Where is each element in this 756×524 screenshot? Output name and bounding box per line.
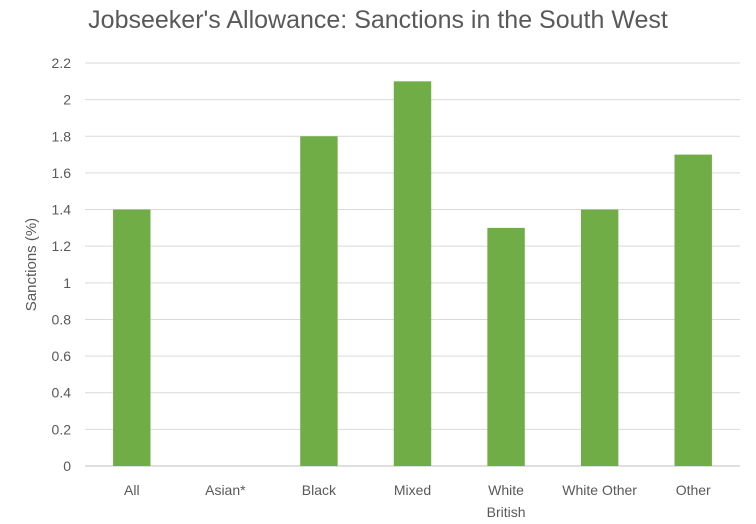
chart-title: Jobseeker's Allowance: Sanctions in the … <box>88 6 668 34</box>
bar <box>393 81 432 467</box>
bar <box>674 154 712 466</box>
x-tick-label: Other <box>676 482 711 498</box>
x-tick-label: Asian* <box>205 482 246 498</box>
y-tick-label: 1 <box>63 275 71 291</box>
bars <box>113 81 712 467</box>
y-tick-label: 2 <box>63 92 71 108</box>
x-tick-labels: All Asian* Black Mixed White British White Oth… <box>124 482 711 520</box>
x-tick-label: Black <box>302 482 337 498</box>
y-tick-label: 1.2 <box>52 238 72 254</box>
y-tick-labels: 0 0.2 0.4 0.6 0.8 1 1.2 1.4 1.6 1.8 2 2.2 <box>52 55 72 474</box>
y-tick-label: 0.4 <box>52 385 72 401</box>
bar <box>487 227 525 466</box>
bar <box>300 136 338 467</box>
y-tick-label: 2.2 <box>52 55 72 71</box>
y-tick-label: 1.4 <box>52 202 72 218</box>
y-tick-label: 1.8 <box>52 128 72 144</box>
bar <box>580 209 619 466</box>
y-tick-label: 0.8 <box>52 311 72 327</box>
y-tick-label: 0 <box>63 458 71 474</box>
y-axis-title: Sanctions (%) <box>23 218 40 311</box>
x-tick-label: All <box>124 482 140 498</box>
bar <box>113 209 151 466</box>
x-tick-label: Mixed <box>394 482 431 498</box>
x-tick-label: White Other <box>562 482 637 498</box>
x-tick-label: White British <box>487 482 526 520</box>
y-tick-label: 0.6 <box>52 348 72 364</box>
y-tick-label: 1.6 <box>52 165 72 181</box>
y-tick-label: 0.2 <box>52 421 72 437</box>
